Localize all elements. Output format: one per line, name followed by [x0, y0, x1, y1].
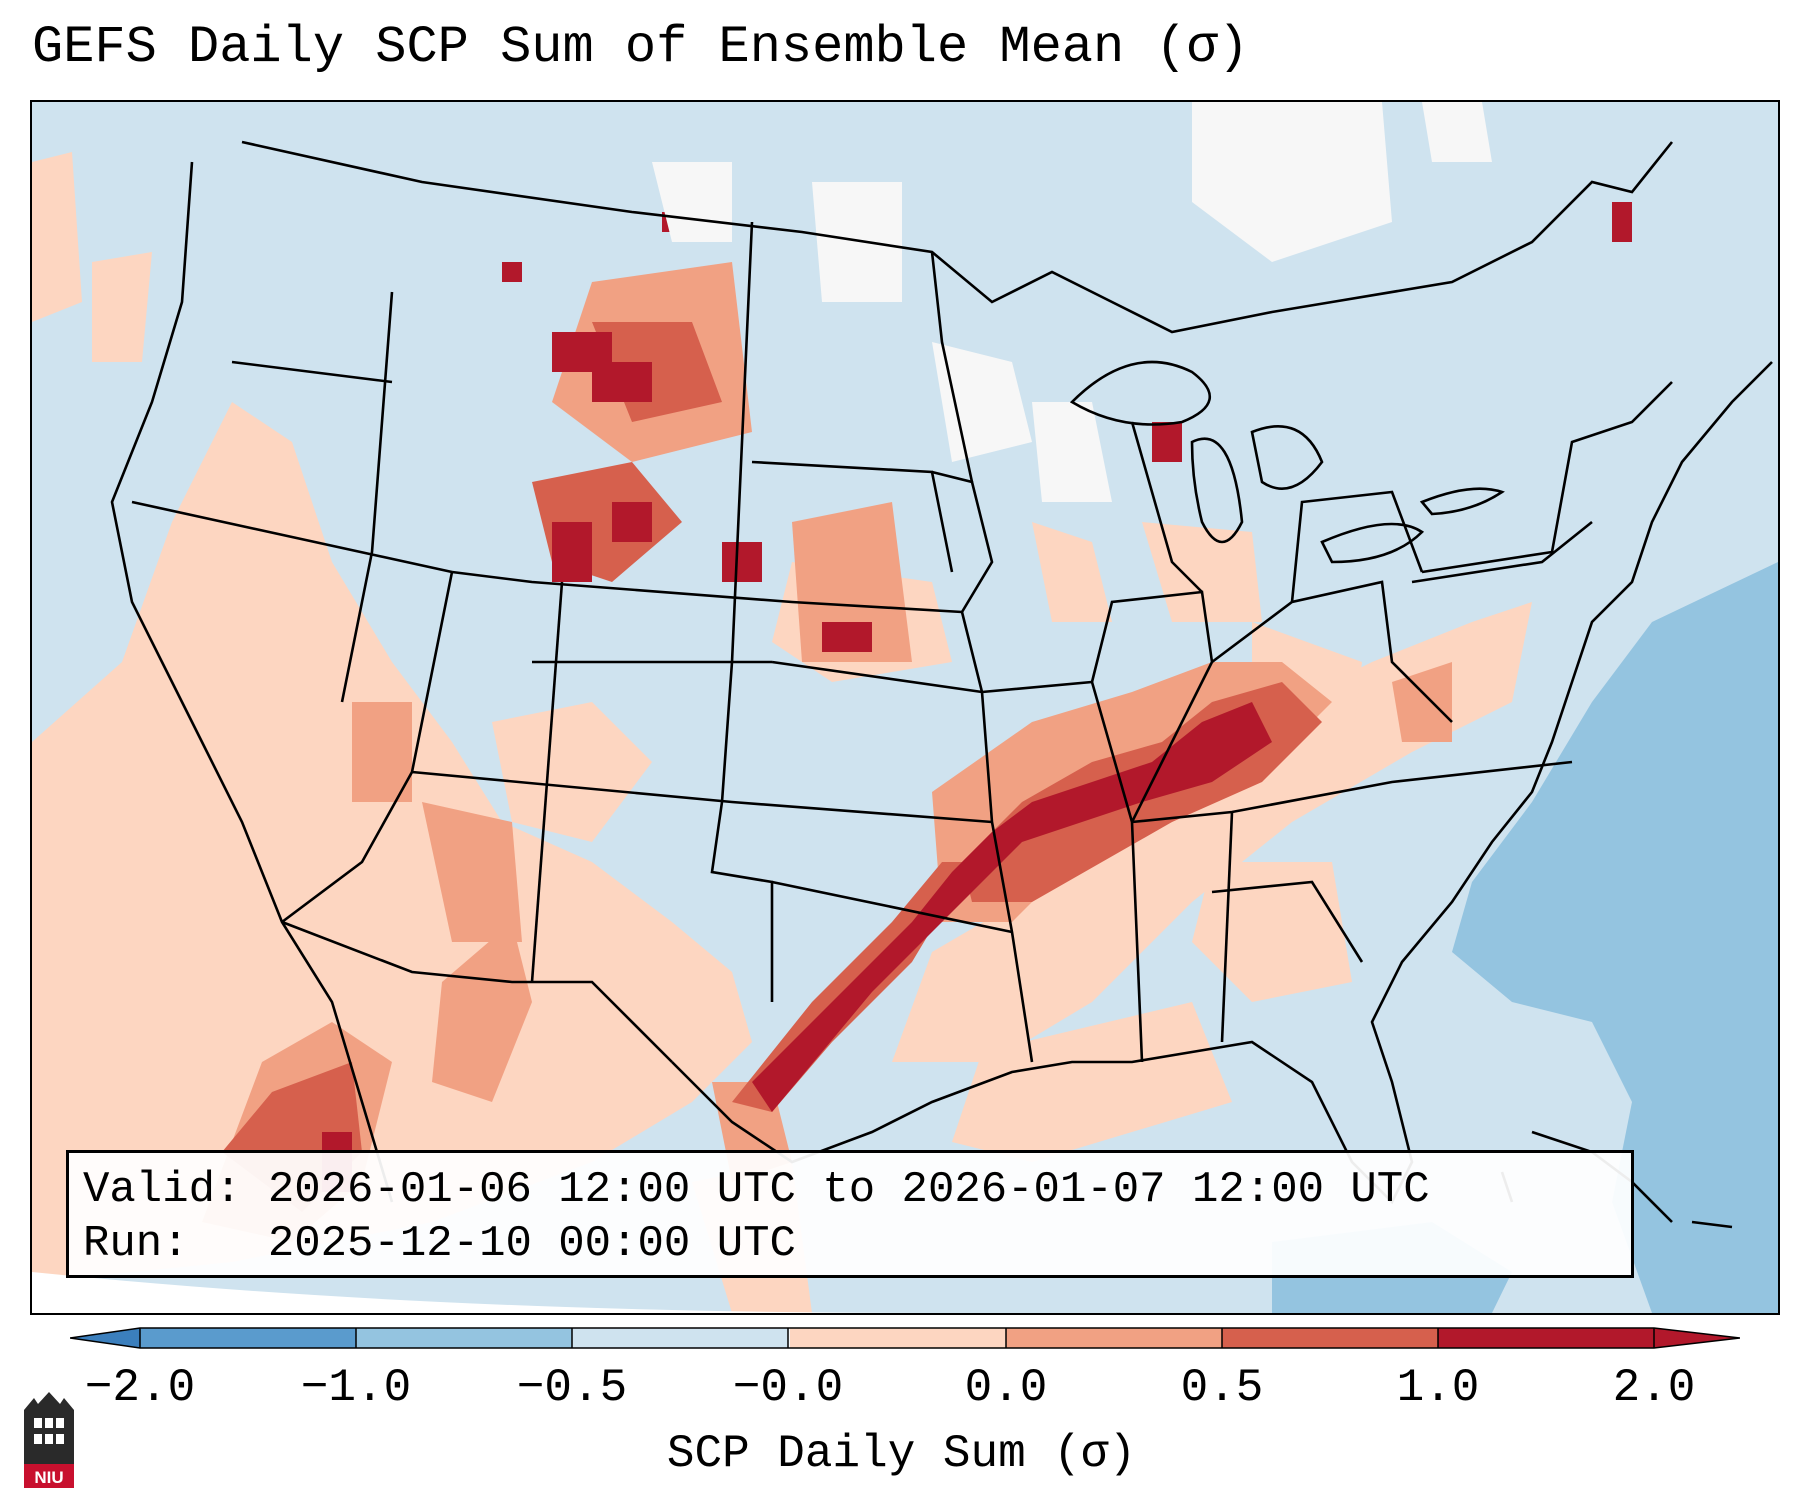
colorbar-tick-label: −1.0 — [300, 1362, 412, 1414]
colorbar-label: SCP Daily Sum (σ) — [666, 1428, 1137, 1480]
logo-windows — [34, 1418, 64, 1444]
colorbar-bin — [1222, 1328, 1438, 1348]
niu-logo: NIU — [24, 1392, 74, 1488]
colorbar-bin — [356, 1328, 572, 1348]
state-borders — [110, 140, 1773, 1205]
colorbar-bin — [140, 1328, 356, 1348]
colorbar-tick-label: 0.0 — [964, 1362, 1048, 1414]
map-canvas — [32, 102, 1778, 1313]
colorbar-extend-left — [70, 1328, 140, 1348]
page-title: GEFS Daily SCP Sum of Ensemble Mean (σ) — [32, 18, 1249, 77]
colorbar-tick-marks — [139, 1328, 1655, 1348]
colorbar-tick-label: −0.5 — [516, 1362, 628, 1414]
colorbar-bin — [572, 1328, 788, 1348]
valid-line: Valid: 2026-01-06 12:00 UTC to 2026-01-0… — [83, 1165, 1430, 1215]
great-lakes — [1069, 360, 1505, 564]
colorbar-extend-right — [1654, 1328, 1740, 1348]
map-panel — [30, 100, 1780, 1315]
field-neutral — [652, 102, 1492, 502]
logo-text: NIU — [34, 1468, 63, 1487]
colorbar-tick-label: −0.0 — [732, 1362, 844, 1414]
logo-band — [24, 1464, 74, 1488]
colorbar-tick-label: 1.0 — [1396, 1362, 1480, 1414]
run-line: Run: 2025-12-10 00:00 UTC — [83, 1219, 796, 1269]
colorbar-bin — [790, 1328, 1006, 1348]
colorbar-outline — [70, 1327, 1740, 1349]
colorbar-tick-label: 0.5 — [1180, 1362, 1264, 1414]
colorbar-bin — [788, 1328, 790, 1348]
field-0-to-0.5 — [32, 152, 1532, 1313]
colorbar-tick-label: 2.0 — [1612, 1362, 1696, 1414]
colorbar — [70, 1327, 1740, 1349]
colorbar-tick-label: −2.0 — [84, 1362, 196, 1414]
domain-edge — [32, 1272, 932, 1313]
colorbar-bin — [1438, 1328, 1654, 1348]
colorbar-bin — [1006, 1328, 1222, 1348]
valid-run-info-box: Valid: 2026-01-06 12:00 UTC to 2026-01-0… — [66, 1150, 1634, 1278]
